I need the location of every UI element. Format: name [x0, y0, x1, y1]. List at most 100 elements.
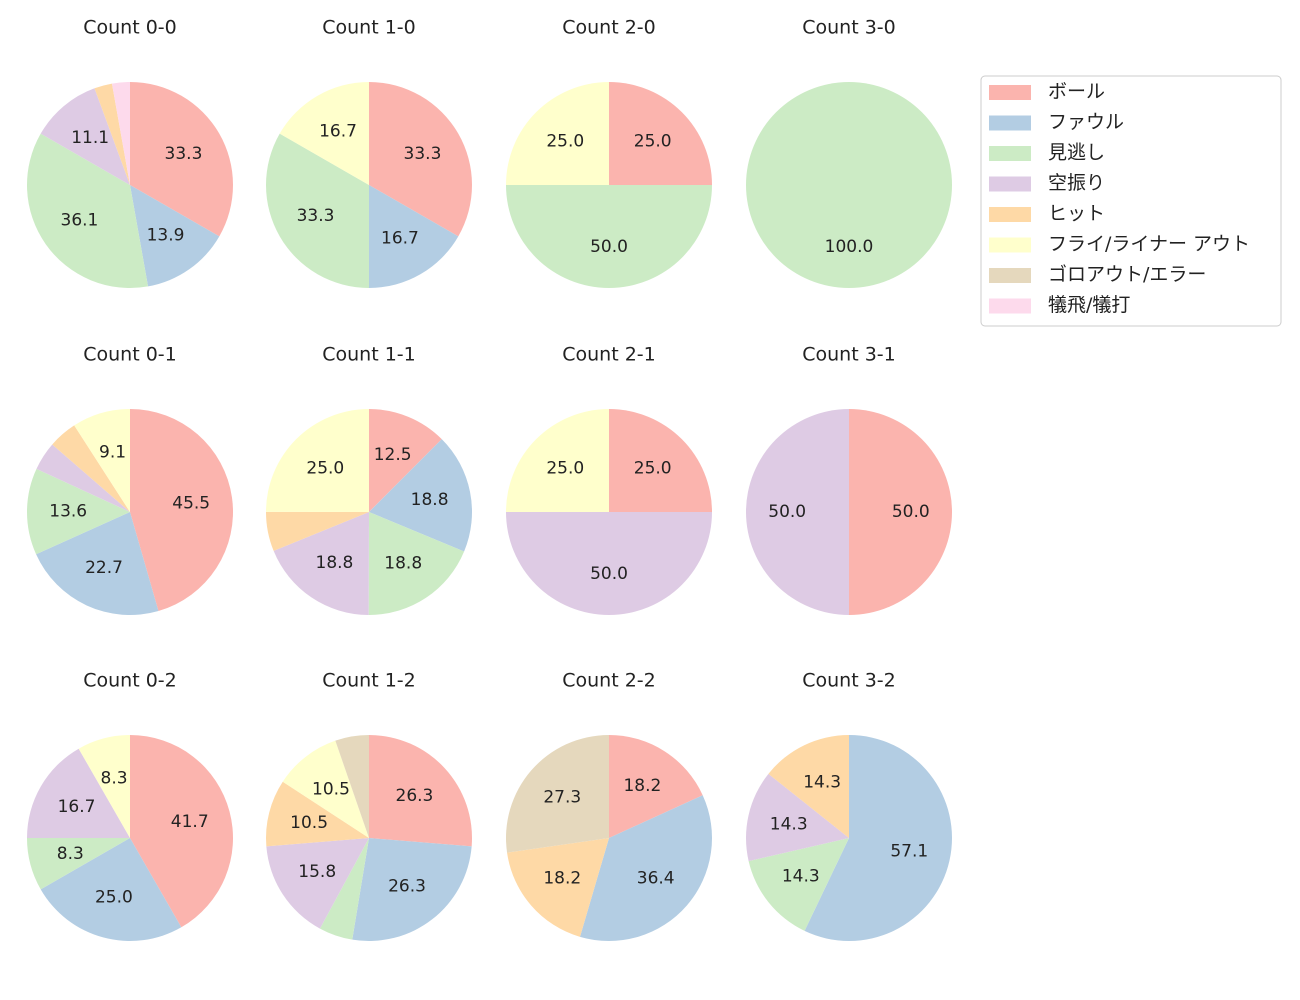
pie-slice — [94, 83, 130, 185]
slice-label: 14.3 — [770, 814, 808, 834]
legend-box — [980, 75, 1282, 327]
legend-swatch — [989, 237, 1031, 253]
slice-label: 16.7 — [319, 122, 357, 142]
legend-label: ヒット — [1048, 203, 1105, 225]
legend-label: ファウル — [1048, 111, 1124, 133]
legend-swatch — [989, 85, 1031, 100]
pie-title: Count 2-0 — [562, 17, 656, 39]
slice-label: 50.0 — [892, 502, 930, 522]
slice-label: 25.0 — [634, 131, 672, 151]
pie-title: Count 3-1 — [802, 344, 896, 366]
pie-slice — [506, 512, 712, 615]
pie-slice — [369, 185, 459, 288]
pie-slice — [369, 409, 442, 512]
legend-label: ゴロアウト/エラー — [1048, 264, 1206, 286]
slice-label: 50.0 — [590, 564, 628, 584]
pie-slice — [266, 781, 369, 847]
pie-slice — [130, 185, 220, 287]
slice-label: 13.6 — [49, 502, 87, 522]
legend-label: 犠飛/犠打 — [1048, 294, 1130, 316]
slice-label: 9.1 — [99, 443, 126, 463]
pie-title: Count 2-2 — [562, 670, 656, 692]
legend-label: ボール — [1048, 81, 1105, 103]
pie-slice — [335, 735, 369, 838]
slice-label: 50.0 — [768, 502, 806, 522]
legend-swatch — [989, 207, 1031, 222]
slice-label: 100.0 — [825, 237, 874, 257]
slice-label: 18.8 — [411, 490, 449, 510]
legend-label: 空振り — [1048, 172, 1105, 194]
slice-label: 18.2 — [623, 776, 661, 796]
pie-slice — [27, 838, 130, 890]
pie-slice — [36, 444, 131, 512]
pie-slice — [748, 838, 849, 931]
slice-label: 41.7 — [171, 812, 209, 832]
pie-slice — [265, 133, 369, 288]
slice-label: 13.9 — [147, 226, 185, 246]
legend-swatch — [989, 298, 1031, 314]
slice-label: 14.3 — [803, 772, 841, 792]
pie-title: Count 2-1 — [562, 344, 656, 366]
pie-slice — [369, 439, 472, 552]
pie-slice — [27, 748, 130, 838]
legend-swatch — [989, 146, 1031, 161]
pie-slice — [74, 409, 130, 512]
legend-swatch — [989, 115, 1031, 131]
slice-label: 16.7 — [58, 797, 96, 817]
pie-slice — [52, 425, 130, 512]
slice-label: 18.2 — [543, 868, 581, 888]
legend-swatch — [989, 268, 1031, 283]
slice-label: 57.1 — [890, 842, 928, 862]
pie-slice — [369, 82, 472, 237]
pie-slice — [273, 512, 369, 615]
slice-label: 33.3 — [404, 144, 442, 164]
pie-slice — [266, 409, 369, 512]
pie-title: Count 3-0 — [802, 17, 896, 39]
slice-label: 36.1 — [61, 211, 99, 231]
pie-title: Count 1-2 — [322, 670, 416, 692]
slice-label: 26.3 — [388, 877, 426, 897]
pie-slice — [36, 512, 159, 615]
slice-label: 45.5 — [172, 493, 210, 513]
slice-label: 22.7 — [85, 558, 123, 578]
slice-label: 25.0 — [546, 131, 584, 151]
slice-label: 36.4 — [637, 868, 675, 888]
pie-slice — [579, 795, 712, 941]
slice-label: 25.0 — [634, 458, 672, 478]
slice-label: 33.3 — [165, 144, 203, 164]
legend-label: 見逃し — [1048, 142, 1105, 164]
pie-slice — [746, 82, 952, 288]
pie-slice — [804, 735, 953, 941]
pie-slice — [746, 409, 849, 615]
pie-slice — [506, 735, 609, 853]
slice-label: 25.0 — [306, 458, 344, 478]
slice-label: 26.3 — [396, 786, 434, 806]
slice-label: 18.8 — [384, 553, 422, 573]
pie-title: Count 0-2 — [83, 670, 177, 692]
pie-slice — [26, 133, 149, 288]
slice-label: 11.1 — [71, 128, 109, 148]
pie-slice — [609, 735, 703, 838]
slice-label: 16.7 — [381, 228, 419, 248]
pie-slice — [266, 838, 369, 929]
pie-title: Count 0-0 — [83, 17, 177, 39]
pie-title: Count 0-1 — [83, 344, 177, 366]
slice-label: 8.3 — [57, 844, 84, 864]
slice-label: 8.3 — [101, 768, 128, 788]
pie-slice — [368, 512, 465, 615]
pie-slice — [746, 773, 849, 862]
slice-label: 10.5 — [290, 813, 328, 833]
pie-slice — [27, 468, 131, 555]
slice-label: 25.0 — [546, 458, 584, 478]
pie-slice — [506, 409, 609, 512]
pie-slice — [369, 735, 472, 847]
slice-label: 33.3 — [297, 206, 335, 226]
slice-label: 18.8 — [316, 553, 354, 573]
pie-slice — [506, 82, 609, 185]
pie-slice — [78, 735, 130, 838]
legend-swatch — [989, 176, 1031, 192]
pie-slice — [40, 88, 130, 185]
pie-title: Count 1-1 — [322, 344, 416, 366]
